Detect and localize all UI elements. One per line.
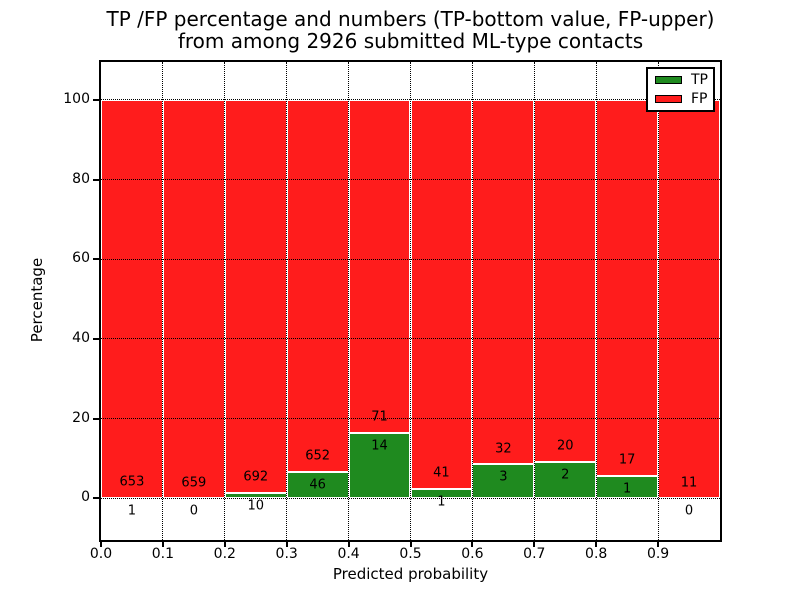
bar-segment-fp <box>224 99 287 493</box>
x-tick-label: 0.1 <box>151 546 175 562</box>
fp-count-label: 653 <box>119 474 145 490</box>
horizontal-gridline <box>101 418 720 419</box>
x-tick-mark <box>595 542 598 547</box>
legend: TP FP <box>646 67 715 112</box>
tp-count-label: 0 <box>189 503 198 519</box>
y-tick-mark <box>93 497 99 500</box>
x-tick-mark <box>533 542 536 547</box>
tp-count-label: 46 <box>309 477 326 493</box>
vertical-gridline <box>410 62 411 540</box>
tp-count-label: 10 <box>247 498 265 514</box>
x-tick-label: 0.7 <box>523 546 546 562</box>
fp-count-label: 11 <box>680 475 698 491</box>
y-tick-label: 60 <box>72 250 90 267</box>
tp-count-label: 3 <box>499 469 508 485</box>
x-tick-label: 0.3 <box>275 546 298 562</box>
x-tick-label: 0.9 <box>646 546 670 562</box>
y-tick-label: 0 <box>81 489 90 506</box>
x-tick-label: 0.0 <box>89 546 113 562</box>
fp-count-label: 41 <box>433 465 450 481</box>
chart-title-line2: from among 2926 submitted ML-type contac… <box>177 29 644 53</box>
bar-segment-fp <box>534 99 597 462</box>
y-tick-mark <box>93 258 99 261</box>
x-tick-mark <box>161 542 164 547</box>
chart-title: TP /FP percentage and numbers (TP-bottom… <box>99 8 722 52</box>
bar-segment-fp <box>658 99 720 499</box>
fp-count-label: 20 <box>556 438 574 454</box>
y-tick-mark <box>93 178 99 181</box>
bar-segment-tp <box>534 461 597 499</box>
horizontal-gridline <box>101 179 720 180</box>
legend-label-fp: FP <box>691 90 708 107</box>
x-tick-label: 0.8 <box>585 546 608 562</box>
fp-count-label: 692 <box>243 469 269 485</box>
x-tick-mark <box>657 542 660 547</box>
x-tick-mark <box>223 542 226 547</box>
fp-count-label: 659 <box>181 475 207 491</box>
vertical-gridline <box>286 62 288 540</box>
bar-segment-fp <box>348 99 411 433</box>
tp-count-label: 14 <box>371 438 388 454</box>
x-tick-label: 0.4 <box>337 546 360 562</box>
x-tick-label: 0.6 <box>461 546 484 562</box>
y-tick-mark <box>93 98 99 101</box>
vertical-gridline <box>348 62 350 540</box>
x-tick-label: 0.5 <box>399 546 422 562</box>
fp-count-label: 652 <box>305 448 331 464</box>
legend-entry-fp: FP <box>655 90 708 107</box>
y-tick-label: 40 <box>72 329 90 346</box>
y-tick-label: 20 <box>72 409 90 426</box>
vertical-gridline <box>595 62 597 540</box>
plot-area: TP FP 653 1 659 0 692 10 652 46 71 14 41 1 32 3 20 2 17 1… <box>99 60 722 542</box>
y-tick-mark <box>93 337 99 340</box>
horizontal-gridline <box>101 338 720 340</box>
legend-entry-tp: TP <box>655 72 708 89</box>
vertical-gridline <box>533 62 535 540</box>
x-tick-label: 0.2 <box>213 546 236 562</box>
vertical-gridline <box>657 62 659 540</box>
fp-count-label: 17 <box>618 452 636 468</box>
tp-count-label: 0 <box>684 503 694 519</box>
vertical-gridline <box>162 62 164 540</box>
x-tick-mark <box>409 542 412 547</box>
bar-segment-fp <box>472 99 535 465</box>
bar-segment-fp <box>162 99 225 499</box>
bar-segment-fp <box>286 99 349 472</box>
tp-count-label: 2 <box>561 467 570 483</box>
bar-segment-fp <box>101 99 163 498</box>
y-tick-label: 80 <box>72 170 90 187</box>
horizontal-gridline <box>101 99 720 101</box>
legend-swatch-fp-icon <box>655 94 682 103</box>
fp-count-label: 32 <box>495 441 512 456</box>
x-tick-mark <box>285 542 288 547</box>
tp-count-label: 1 <box>437 494 446 510</box>
chart-title-line1: TP /FP percentage and numbers (TP-bottom… <box>106 7 715 31</box>
x-axis-label: Predicted probability <box>332 565 489 583</box>
x-tick-mark <box>471 542 474 547</box>
bar-segment-tp <box>472 464 535 499</box>
bar-segment-fp <box>596 99 659 476</box>
legend-label-tp: TP <box>691 72 708 89</box>
horizontal-gridline <box>101 497 720 499</box>
fp-count-label: 71 <box>371 409 388 425</box>
y-tick-mark <box>93 417 99 420</box>
x-tick-mark <box>347 542 350 547</box>
horizontal-gridline <box>101 258 720 260</box>
vertical-gridline <box>471 62 473 540</box>
y-tick-label: 100 <box>63 90 90 107</box>
vertical-gridline <box>224 62 226 540</box>
bar-segment-tp <box>286 471 349 499</box>
bar-segment-fp <box>410 99 473 489</box>
tp-count-label: 1 <box>623 481 632 497</box>
x-tick-mark <box>100 542 102 547</box>
legend-swatch-tp-icon <box>655 76 682 85</box>
tp-count-label: 1 <box>127 503 137 519</box>
